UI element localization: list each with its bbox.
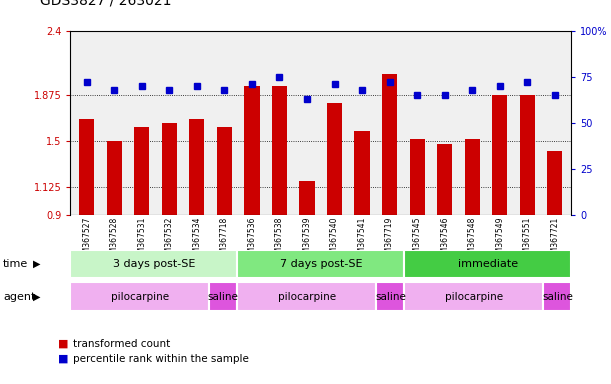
Bar xyxy=(189,119,205,215)
Bar xyxy=(210,282,237,311)
Bar xyxy=(237,250,404,278)
Text: transformed count: transformed count xyxy=(73,339,170,349)
Text: ■: ■ xyxy=(58,339,68,349)
Text: immediate: immediate xyxy=(458,259,518,269)
Bar xyxy=(543,282,571,311)
Bar xyxy=(376,282,404,311)
Bar xyxy=(244,86,260,215)
Bar xyxy=(437,144,452,215)
Text: ▶: ▶ xyxy=(33,259,40,269)
Text: pilocarpine: pilocarpine xyxy=(111,291,169,302)
Bar xyxy=(492,94,507,215)
Bar xyxy=(327,103,342,215)
Bar xyxy=(354,131,370,215)
Bar xyxy=(409,139,425,215)
Text: saline: saline xyxy=(208,291,239,302)
Bar xyxy=(237,282,376,311)
Bar xyxy=(134,127,150,215)
Bar xyxy=(70,282,210,311)
Bar xyxy=(404,250,571,278)
Bar xyxy=(520,94,535,215)
Text: time: time xyxy=(3,259,28,269)
Bar xyxy=(70,250,237,278)
Text: 3 days post-SE: 3 days post-SE xyxy=(112,259,195,269)
Bar xyxy=(79,119,94,215)
Text: percentile rank within the sample: percentile rank within the sample xyxy=(73,354,249,364)
Bar xyxy=(162,123,177,215)
Bar xyxy=(299,180,315,215)
Bar xyxy=(382,74,397,215)
Bar xyxy=(107,141,122,215)
Text: ■: ■ xyxy=(58,354,68,364)
Text: pilocarpine: pilocarpine xyxy=(445,291,503,302)
Text: saline: saline xyxy=(542,291,573,302)
Text: pilocarpine: pilocarpine xyxy=(278,291,336,302)
Text: GDS3827 / 263021: GDS3827 / 263021 xyxy=(40,0,171,8)
Text: 7 days post-SE: 7 days post-SE xyxy=(279,259,362,269)
Bar xyxy=(404,282,543,311)
Bar xyxy=(464,139,480,215)
Text: saline: saline xyxy=(375,291,406,302)
Bar xyxy=(217,127,232,215)
Bar xyxy=(547,151,562,215)
Text: ▶: ▶ xyxy=(33,291,40,302)
Bar xyxy=(272,86,287,215)
Text: agent: agent xyxy=(3,291,35,302)
